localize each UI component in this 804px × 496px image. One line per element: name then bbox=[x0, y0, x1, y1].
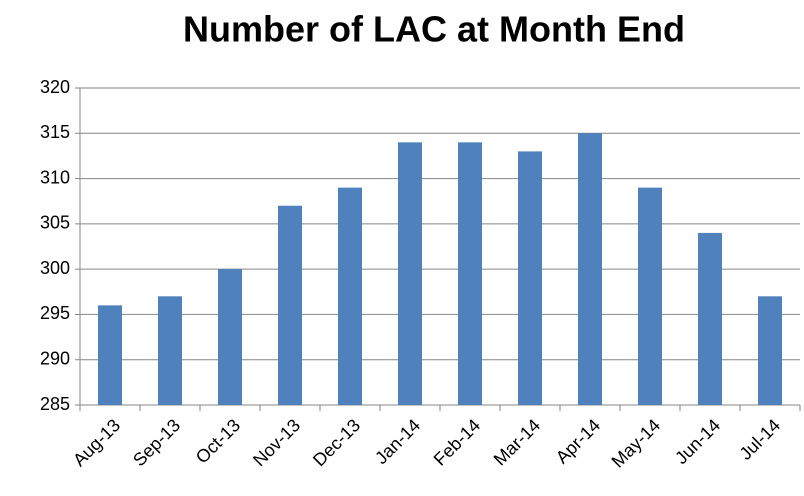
bar bbox=[218, 269, 242, 405]
x-tick-label: Jun-14 bbox=[671, 415, 724, 468]
x-tick-label: Dec-13 bbox=[309, 415, 364, 470]
x-tick-label: Aug-13 bbox=[69, 415, 124, 470]
x-tick-label: Jan-14 bbox=[371, 415, 424, 468]
x-tick-label: Apr-14 bbox=[552, 415, 604, 467]
x-tick-label: Feb-14 bbox=[430, 415, 484, 469]
y-tick-label: 315 bbox=[40, 122, 70, 142]
bar bbox=[758, 296, 782, 405]
bar bbox=[638, 187, 662, 405]
y-tick-label: 300 bbox=[40, 258, 70, 278]
y-tick-label: 320 bbox=[40, 77, 70, 97]
x-tick-label: Oct-13 bbox=[192, 415, 244, 467]
bar bbox=[458, 142, 482, 406]
y-tick-label: 305 bbox=[40, 213, 70, 233]
y-tick-label: 285 bbox=[40, 394, 70, 414]
x-tick-label: Sep-13 bbox=[129, 415, 184, 470]
x-tick-label: Mar-14 bbox=[490, 415, 544, 469]
bar bbox=[398, 142, 422, 406]
x-tick-label: May-14 bbox=[608, 415, 665, 472]
bar bbox=[698, 232, 722, 405]
bar bbox=[338, 187, 362, 405]
bar bbox=[278, 205, 302, 405]
chart-title: Number of LAC at Month End bbox=[183, 9, 685, 50]
x-tick-label: Nov-13 bbox=[249, 415, 304, 470]
bar bbox=[578, 133, 602, 406]
y-tick-label: 295 bbox=[40, 303, 70, 323]
y-tick-label: 310 bbox=[40, 167, 70, 187]
y-tick-label: 290 bbox=[40, 348, 70, 368]
bar bbox=[158, 296, 182, 405]
bar bbox=[518, 151, 542, 405]
bar bbox=[98, 305, 122, 405]
x-tick-label: Jul-14 bbox=[735, 415, 784, 464]
